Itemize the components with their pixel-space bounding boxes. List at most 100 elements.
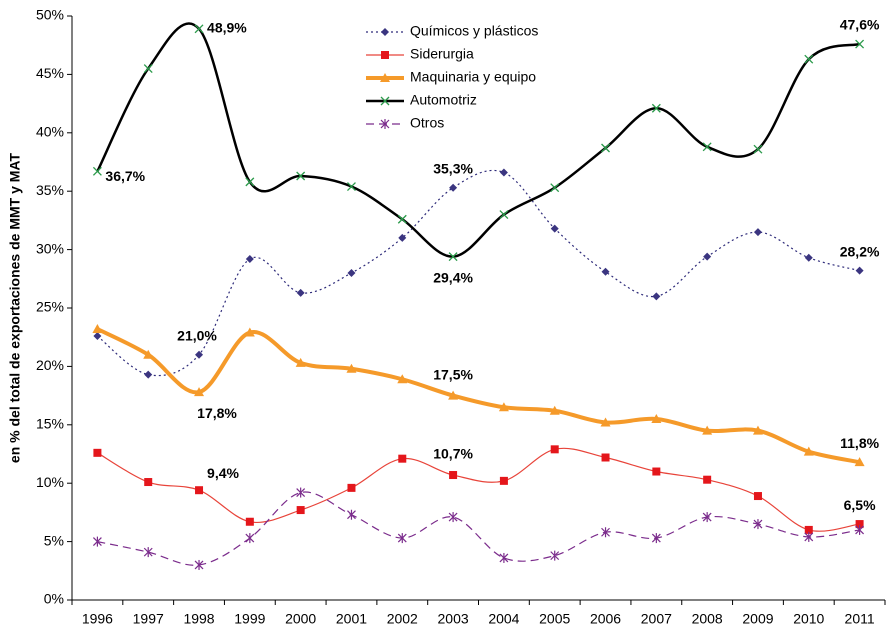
marker-shape <box>296 506 305 515</box>
marker <box>296 171 306 181</box>
marker-shape <box>499 476 508 485</box>
marker-shape <box>550 183 560 193</box>
legend-label: Químicos y plásticos <box>410 23 538 39</box>
marker <box>499 168 508 177</box>
marker <box>245 177 255 187</box>
marker-shape <box>703 252 712 261</box>
marker-shape <box>397 214 407 224</box>
marker-shape <box>380 96 390 106</box>
marker <box>855 524 865 535</box>
legend-label: Siderurgia <box>410 46 474 62</box>
marker-shape <box>601 453 610 462</box>
marker <box>651 103 661 113</box>
marker <box>652 467 661 476</box>
marker-shape <box>398 454 407 463</box>
legend-marker <box>380 96 390 106</box>
marker <box>195 350 204 359</box>
marker <box>143 547 153 558</box>
series-line <box>97 169 860 377</box>
value-label: 28,2% <box>840 243 880 259</box>
marker <box>143 349 154 359</box>
y-tick-label: 50% <box>36 7 64 23</box>
marker-shape <box>143 349 154 359</box>
marker <box>549 405 560 415</box>
y-axis-label: en % del total de exportaciones de MMT y… <box>7 152 23 463</box>
marker-shape <box>380 73 390 82</box>
marker <box>93 448 102 457</box>
y-tick-label: 40% <box>36 124 64 140</box>
marker <box>347 509 356 520</box>
marker-shape <box>855 520 864 529</box>
marker <box>550 224 559 233</box>
marker-shape <box>347 483 356 492</box>
series-line <box>96 22 860 258</box>
x-tick-label: 2007 <box>641 611 672 627</box>
marker-shape <box>702 142 712 152</box>
marker <box>601 527 610 538</box>
value-label: 21,0% <box>177 327 217 343</box>
y-tick-label: 35% <box>36 182 64 198</box>
marker-shape <box>195 486 204 495</box>
x-tick-label: 2004 <box>488 611 519 627</box>
marker <box>296 506 305 515</box>
value-label: 35,3% <box>433 160 473 176</box>
marker <box>92 324 103 334</box>
y-tick-label: 30% <box>36 240 64 256</box>
marker-shape <box>855 266 864 275</box>
marker <box>702 425 713 435</box>
marker <box>92 536 102 547</box>
marker-shape <box>703 475 712 484</box>
x-tick-label: 2008 <box>692 611 723 627</box>
marker <box>702 512 712 523</box>
legend-marker <box>381 28 389 36</box>
series-line <box>97 447 860 532</box>
legend-marker <box>380 119 390 129</box>
x-tick-label: 2003 <box>438 611 469 627</box>
x-tick-label: 2002 <box>387 611 418 627</box>
y-tick-label: 20% <box>36 357 64 373</box>
marker-shape <box>499 168 508 177</box>
marker-shape <box>753 492 762 501</box>
legend-entry: Maquinaria y equipo <box>366 69 536 85</box>
marker <box>855 266 864 275</box>
marker-shape <box>854 457 865 467</box>
marker-shape <box>803 446 814 456</box>
marker-shape <box>296 171 306 181</box>
marker-shape <box>804 525 813 534</box>
y-tick-label: 45% <box>36 65 64 81</box>
marker <box>550 445 559 454</box>
series-line <box>97 491 860 566</box>
marker-shape <box>499 210 509 220</box>
marker <box>347 182 356 191</box>
marker-shape <box>295 357 306 367</box>
marker <box>346 363 357 373</box>
marker <box>194 387 205 397</box>
value-label: 11,8% <box>840 435 879 451</box>
marker <box>703 475 712 484</box>
marker <box>652 292 661 301</box>
marker-shape <box>652 467 661 476</box>
marker <box>195 486 204 495</box>
marker <box>855 520 864 529</box>
marker <box>601 267 610 276</box>
marker-shape <box>550 224 559 233</box>
marker-shape <box>855 39 865 49</box>
marker <box>804 525 813 534</box>
marker-shape <box>804 253 813 262</box>
marker <box>347 483 356 492</box>
marker <box>448 390 459 400</box>
marker <box>753 519 763 530</box>
marker <box>144 370 153 379</box>
marker-shape <box>449 471 458 480</box>
value-label: 6,5% <box>844 497 876 513</box>
marker <box>398 233 407 242</box>
marker-shape <box>194 24 204 34</box>
legend-marker <box>381 51 389 59</box>
marker-shape <box>549 405 560 415</box>
marker-shape <box>651 413 662 423</box>
marker <box>753 492 762 501</box>
marker <box>93 332 102 341</box>
x-tick-label: 2010 <box>793 611 824 627</box>
marker <box>651 413 662 423</box>
